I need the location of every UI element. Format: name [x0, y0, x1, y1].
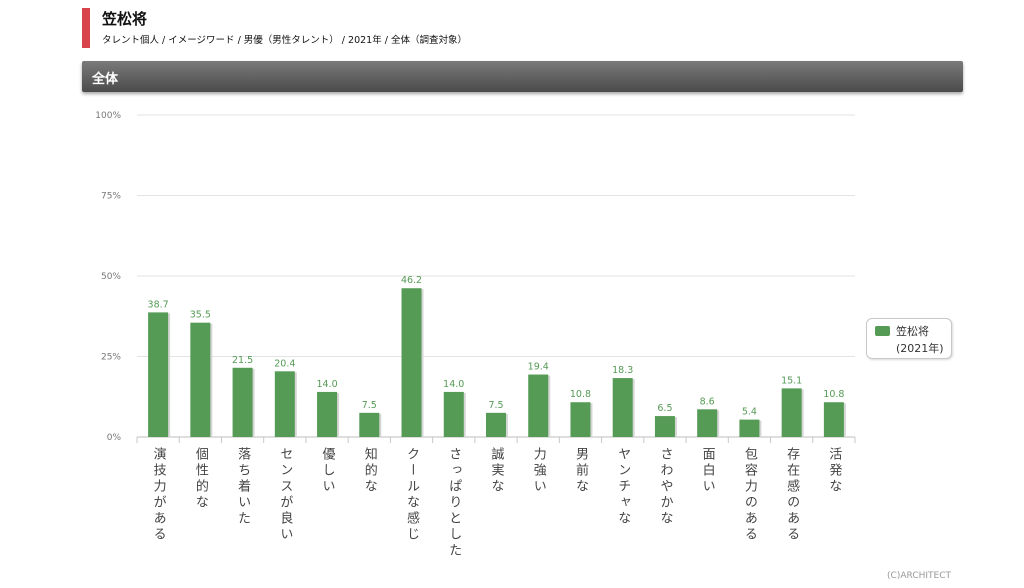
bar: [317, 391, 338, 437]
bar: [401, 288, 422, 437]
bar: [612, 378, 633, 437]
category-label: 個性的な: [193, 447, 209, 511]
category-label: 誠実な: [489, 447, 505, 495]
bar: [443, 391, 464, 437]
bar: [739, 419, 760, 437]
bar-value-label: 5.4: [742, 407, 757, 418]
category-label: 知的な: [362, 446, 378, 495]
copyright-credit: (C)ARCHITECT: [887, 571, 951, 581]
bar-value-label: 38.7: [148, 299, 169, 310]
bar: [823, 402, 844, 437]
bar-value-label: 7.5: [362, 400, 377, 411]
category-label: 包容力のある: [742, 447, 758, 543]
bar-value-label: 14.0: [443, 379, 464, 390]
title-accent-bar: [82, 8, 90, 48]
legend-swatch: [875, 326, 890, 336]
bar-value-label: 10.8: [570, 389, 591, 400]
category-label: 落ち着いた: [235, 447, 251, 527]
section-header: 全体: [82, 61, 963, 92]
bar: [190, 322, 211, 437]
section-title: 全体: [92, 72, 119, 87]
category-label: 演技力がある: [151, 446, 167, 543]
category-label: 男前な: [573, 447, 589, 495]
y-tick-label: 75%: [101, 192, 121, 202]
bar: [486, 412, 506, 437]
y-tick-label: 50%: [101, 272, 121, 282]
bar-value-label: 6.5: [657, 403, 672, 414]
bar: [781, 388, 802, 437]
bar-value-label: 18.3: [612, 365, 633, 376]
category-label: 面白い: [700, 447, 716, 495]
page-subtitle: タレント個人 / イメージワード / 男優（男性タレント） / 2021年 / …: [102, 35, 467, 46]
category-label: さわやかな: [657, 447, 673, 527]
category-label: センスが良い: [277, 447, 293, 543]
bar-value-label: 21.5: [232, 355, 253, 366]
category-label: ヤンチャな: [615, 447, 631, 527]
bar-value-label: 20.4: [274, 358, 295, 369]
bar-value-label: 14.0: [316, 379, 337, 390]
category-label: さっぱりとした: [446, 447, 461, 559]
category-label: クールな感じ: [404, 447, 420, 543]
bar: [232, 367, 253, 437]
category-label: 存在感のある: [784, 447, 800, 543]
bar: [359, 412, 380, 437]
bar-value-label: 8.6: [700, 396, 715, 407]
bar-value-label: 7.5: [488, 400, 503, 411]
bar: [570, 402, 591, 437]
legend-series-name: 笠松将: [896, 325, 929, 338]
bar: [654, 416, 675, 437]
bar: [528, 374, 549, 437]
bar: [274, 371, 295, 437]
bar-value-label: 10.8: [823, 389, 844, 400]
chart-legend: 笠松将 (2021年): [866, 318, 952, 359]
legend-series-year: (2021年): [896, 342, 944, 355]
y-tick-label: 100%: [95, 111, 121, 121]
category-label: 活発な: [826, 447, 842, 495]
category-label: 力強い: [531, 447, 547, 495]
y-tick-label: 25%: [101, 353, 121, 363]
page-title: 笠松将: [102, 10, 148, 28]
bar-value-label: 19.4: [528, 362, 549, 373]
bar-value-label: 46.2: [401, 275, 422, 286]
bar: [148, 312, 169, 437]
bar-value-label: 35.5: [190, 310, 211, 321]
bar-value-label: 15.1: [781, 375, 802, 386]
y-tick-label: 0%: [107, 433, 122, 443]
bar: [697, 409, 718, 437]
category-label: 優しい: [320, 447, 336, 495]
